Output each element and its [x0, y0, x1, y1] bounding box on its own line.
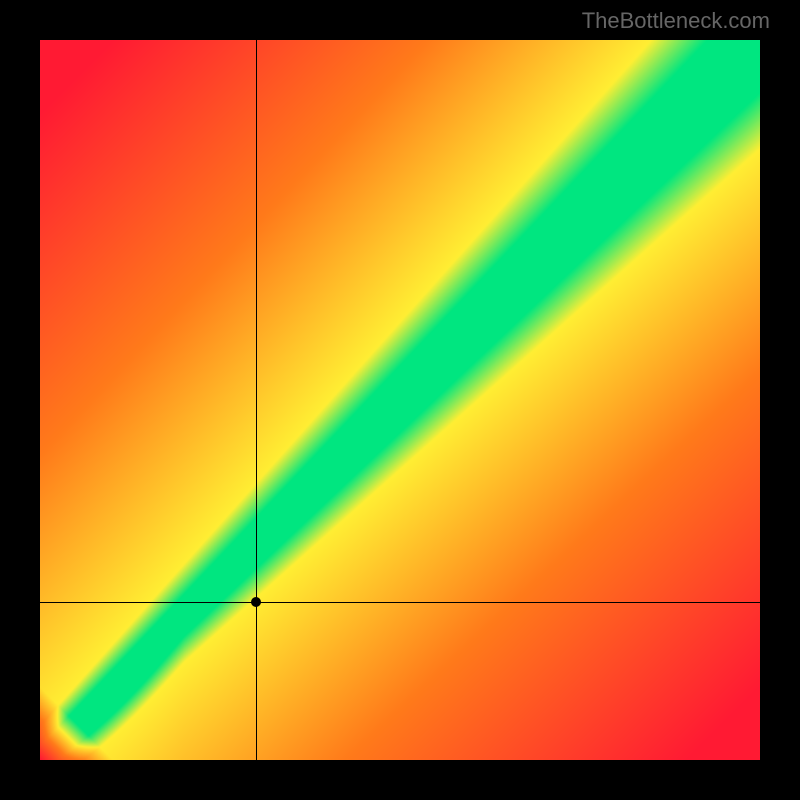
heatmap-canvas — [40, 40, 760, 760]
data-point-marker — [251, 597, 261, 607]
crosshair-vertical — [256, 40, 257, 760]
watermark-text: TheBottleneck.com — [582, 8, 770, 34]
heatmap-plot — [40, 40, 760, 760]
crosshair-horizontal — [40, 602, 760, 603]
